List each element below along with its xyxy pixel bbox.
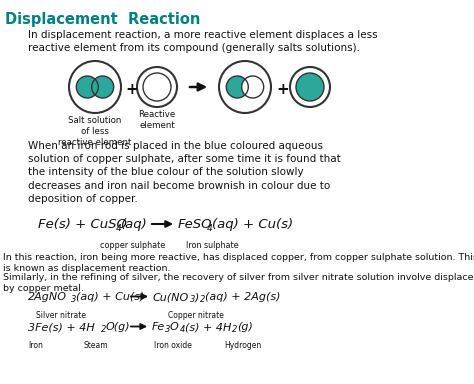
Text: In displacement reaction, a more reactive element displaces a less
reactive elem: In displacement reaction, a more reactiv… — [28, 30, 378, 53]
Text: Iron sulphate: Iron sulphate — [186, 241, 238, 250]
Text: When an iron rod is placed in the blue coloured aqueous
solution of copper sulph: When an iron rod is placed in the blue c… — [28, 141, 341, 204]
Text: O: O — [170, 322, 179, 332]
Text: Iron oxide: Iron oxide — [154, 341, 192, 350]
Text: Fe: Fe — [152, 322, 165, 332]
Text: 2AgNO: 2AgNO — [28, 292, 67, 302]
Text: Cu(NO: Cu(NO — [153, 292, 189, 302]
Text: 3: 3 — [165, 326, 170, 334]
Text: Copper nitrate: Copper nitrate — [168, 311, 224, 320]
Circle shape — [296, 73, 324, 101]
Circle shape — [143, 73, 171, 101]
Text: Salt solution
of less
reactive element: Salt solution of less reactive element — [58, 116, 132, 147]
Text: Hydrogen: Hydrogen — [224, 341, 261, 350]
Text: +: + — [126, 81, 138, 96]
Circle shape — [226, 76, 248, 98]
Text: Iron: Iron — [28, 341, 43, 350]
Text: +: + — [277, 81, 289, 96]
Text: 2: 2 — [101, 326, 106, 334]
Text: Similarly, in the refining of silver, the recovery of silver from silver nitrate: Similarly, in the refining of silver, th… — [3, 273, 474, 293]
Text: Displacement  Reaction: Displacement Reaction — [5, 12, 201, 27]
Text: 2: 2 — [232, 326, 237, 334]
Text: Steam: Steam — [84, 341, 109, 350]
Text: (aq) + Cu(s): (aq) + Cu(s) — [76, 292, 145, 302]
Text: O(g): O(g) — [106, 322, 131, 332]
Text: 4: 4 — [180, 326, 185, 334]
Text: 3: 3 — [71, 296, 76, 305]
Text: 4: 4 — [116, 224, 122, 233]
Circle shape — [242, 76, 264, 98]
Text: copper sulphate: copper sulphate — [100, 241, 165, 250]
Text: Silver nitrate: Silver nitrate — [36, 311, 86, 320]
Circle shape — [76, 76, 98, 98]
Text: (aq): (aq) — [121, 218, 148, 231]
Text: 3: 3 — [190, 296, 195, 305]
Text: In this reaction, iron being more reactive, has displaced copper, from copper su: In this reaction, iron being more reacti… — [3, 253, 474, 273]
Text: (aq) + Cu(s): (aq) + Cu(s) — [212, 218, 293, 231]
Text: (g): (g) — [237, 322, 253, 332]
Circle shape — [91, 76, 114, 98]
Text: 2: 2 — [200, 296, 205, 305]
Text: FeSO: FeSO — [178, 218, 212, 231]
Text: Reactive
element: Reactive element — [138, 110, 176, 130]
Text: ): ) — [195, 292, 200, 302]
Text: 3Fe(s) + 4H: 3Fe(s) + 4H — [28, 322, 95, 332]
Text: Fe(s) + CuSO: Fe(s) + CuSO — [38, 218, 127, 231]
Text: 4: 4 — [207, 224, 213, 233]
Text: (s) + 4H: (s) + 4H — [185, 322, 231, 332]
Text: (aq) + 2Ag(s): (aq) + 2Ag(s) — [205, 292, 281, 302]
